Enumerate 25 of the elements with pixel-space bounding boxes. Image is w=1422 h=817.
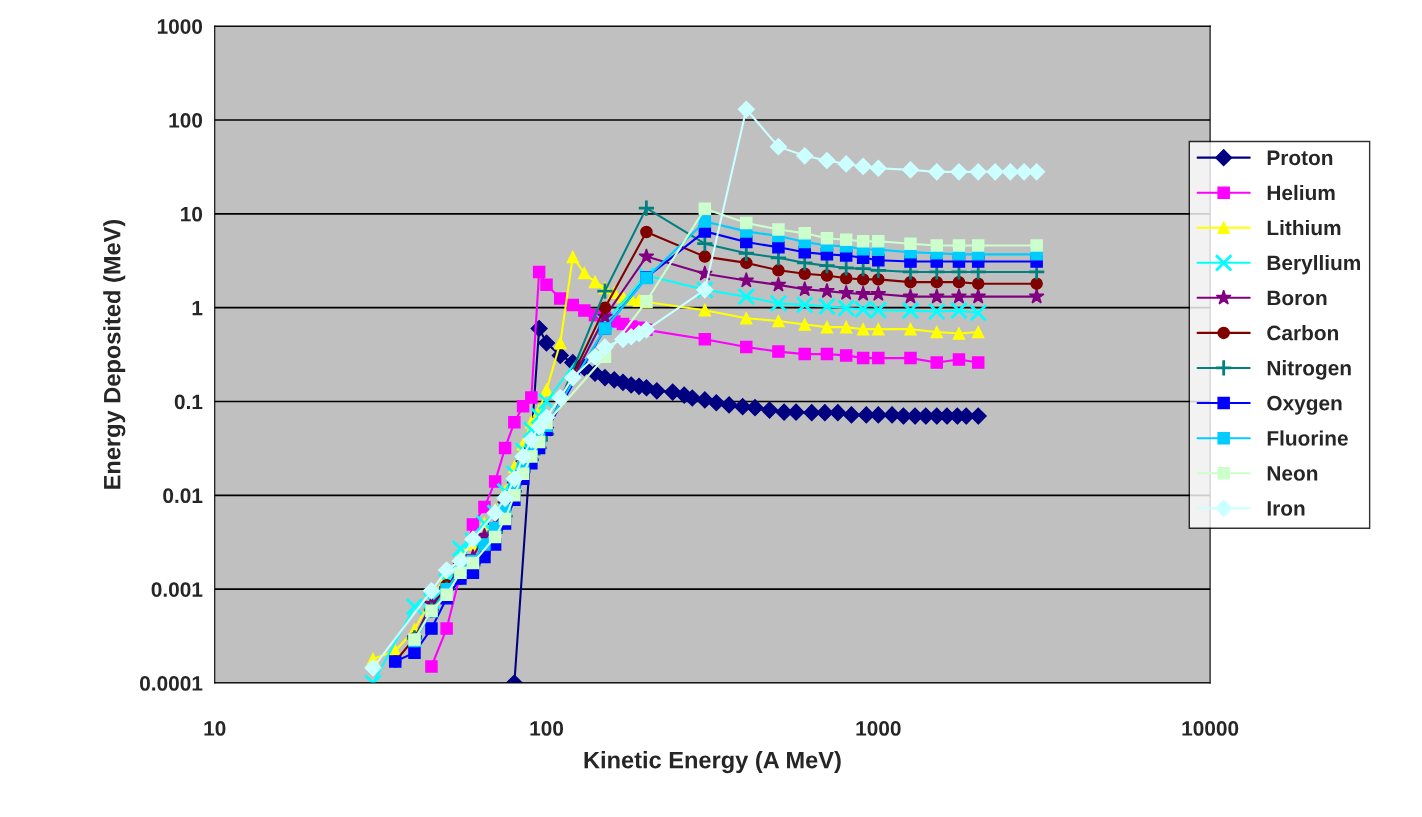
y-tick-label: 1 [192,300,203,316]
y-tick-label: 0.001 [151,582,203,597]
x-tick-label: 1000 [856,721,901,736]
legend-label: Carbon [1267,325,1338,341]
y-axis-title: Energy Deposited (MeV) [103,219,126,489]
legend-label: Boron [1267,290,1327,306]
legend-label: Iron [1267,501,1305,516]
x-tick-label: 100 [530,721,564,736]
legend-label: Neon [1267,466,1318,481]
legend-label: Helium [1267,184,1335,201]
legend-label: Lithium [1267,219,1341,236]
y-tick-label: 0.01 [163,488,203,504]
legend-label: Nitrogen [1267,360,1351,380]
y-tick-label: 1000 [157,19,203,34]
legend-label: Oxygen [1267,395,1342,415]
x-tick-label: 10 [204,721,226,736]
y-tick-label: 0.0001 [140,676,203,691]
y-tick-label: 100 [169,112,203,128]
legend-label: Proton [1267,150,1333,166]
x-tick-label: 10000 [1182,721,1239,736]
y-tick-label: 0.1 [174,394,203,410]
legend-label: Fluorine [1267,430,1348,446]
legend-label: Beryllium [1267,254,1361,275]
x-axis-title: Kinetic Energy (A MeV) [584,751,841,774]
y-tick-label: 10 [181,206,203,222]
